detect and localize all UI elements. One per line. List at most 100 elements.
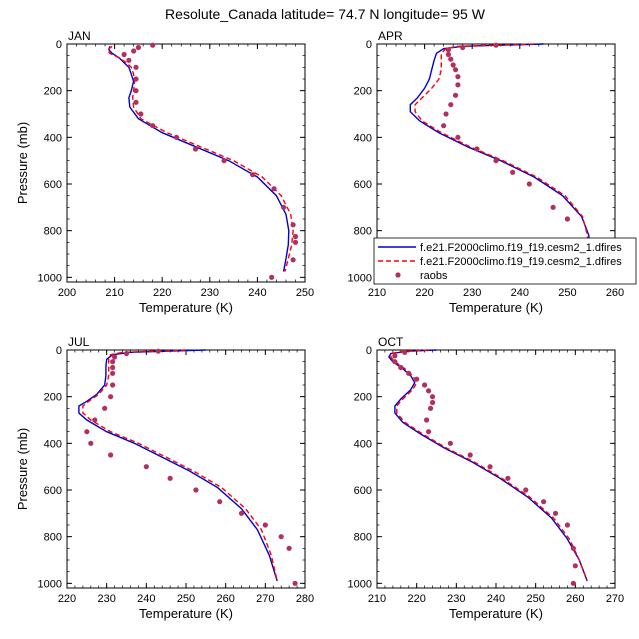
raobs-point [552, 510, 559, 516]
x-tick-label: 260 [216, 593, 234, 605]
raobs-point [133, 64, 139, 70]
y-tick-label: 200 [44, 392, 62, 404]
x-tick-label: 260 [566, 593, 584, 605]
y-tick-label: 1000 [348, 578, 372, 590]
x-tick-label: 240 [511, 287, 529, 299]
x-tick-label: 270 [256, 593, 274, 605]
raobs-point [278, 534, 284, 540]
raobs-point [452, 67, 459, 73]
y-tick-label: 400 [44, 438, 62, 450]
raobs-point [455, 74, 461, 80]
y-tick-label: 600 [354, 485, 372, 497]
raobs-point [292, 580, 298, 586]
raobs-point [564, 216, 571, 222]
raobs-point [192, 146, 199, 152]
raobs-point [448, 102, 454, 108]
raobs-point [493, 158, 499, 164]
raobs-point [541, 499, 547, 505]
raobs-point [443, 111, 449, 117]
raobs-point [467, 452, 473, 458]
raobs-point [447, 440, 453, 446]
raobs-point [526, 181, 532, 187]
x-axis-title: Temperature (K) [449, 300, 543, 315]
raobs-point [292, 233, 299, 240]
x-tick-label: 210 [368, 287, 386, 299]
panel-title: APR [378, 29, 403, 43]
raobs-point [441, 123, 447, 129]
model1-line [388, 349, 588, 582]
raobs-point [523, 487, 529, 493]
raobs-point [135, 44, 141, 51]
x-tick-label: 270 [606, 593, 624, 605]
raobs-point [133, 76, 139, 82]
x-tick-label: 240 [137, 593, 155, 605]
x-tick-label: 250 [526, 593, 544, 605]
panel-jan: 200 210 220 230 240 250 0 200 400 600 800 1000 JAN Te… [15, 29, 314, 315]
y-tick-label: 0 [366, 39, 372, 51]
x-tick-label: 230 [97, 593, 115, 605]
raobs-point [448, 56, 454, 62]
raobs-point [510, 169, 516, 175]
raobs-point [290, 257, 296, 263]
raobs-point [167, 475, 173, 481]
y-axis-title: Pressure (mb) [15, 122, 30, 204]
x-axis-title: Temperature (K) [449, 606, 543, 621]
model2-line [106, 45, 294, 272]
legend-box [373, 237, 637, 285]
raobs-point [217, 499, 223, 505]
x-tick-label: 220 [153, 287, 171, 299]
panel-title: OCT [378, 335, 404, 349]
raobs-point [133, 88, 139, 94]
raobs-point [429, 399, 436, 406]
model2-line [390, 349, 588, 582]
y-tick-label: 1000 [38, 272, 62, 284]
raobs-point [102, 405, 108, 411]
y-tick-label: 400 [354, 438, 372, 450]
x-tick-label: 220 [58, 593, 76, 605]
x-tick-label: 240 [487, 593, 505, 605]
raobs-point [429, 394, 436, 400]
raobs-point [550, 204, 556, 210]
raobs-point [131, 48, 137, 54]
raobs-point [110, 359, 116, 365]
raobs-point [112, 354, 118, 360]
x-tick-label: 250 [558, 287, 576, 299]
x-tick-label: 280 [296, 593, 314, 605]
y-tick-label: 1000 [348, 272, 372, 284]
raobs-point [193, 487, 199, 493]
raobs-point [455, 134, 461, 140]
panel-oct: 210 220 230 240 250 260 270 0 200 400 600 800 1000 OC… [348, 335, 625, 621]
raobs-point [121, 51, 127, 58]
raobs-point [572, 563, 578, 569]
raobs-point [123, 350, 130, 357]
raobs-point [150, 42, 156, 48]
raobs-point [425, 388, 432, 394]
y-tick-label: 800 [354, 226, 372, 238]
raobs-point [427, 405, 434, 411]
raobs-point [110, 364, 116, 371]
y-axis-title: Pressure (mb) [15, 428, 30, 510]
panel-title: JAN [68, 29, 91, 43]
x-tick-label: 240 [248, 287, 266, 299]
legend: f.e21.F2000climo.f19_f19.cesm2_1.dfiresf… [373, 237, 637, 285]
y-tick-label: 200 [354, 392, 372, 404]
raobs-point [398, 364, 404, 371]
raobs-point [155, 348, 161, 354]
raobs-point [173, 134, 180, 140]
raobs-point [392, 359, 398, 365]
plot-frame [66, 43, 306, 283]
y-tick-label: 600 [44, 485, 62, 497]
raobs-point [570, 545, 576, 551]
figure-title: Resolute_Canada latitude= 74.7 N longitu… [165, 6, 486, 22]
raobs-point [84, 429, 90, 435]
raobs-point [474, 146, 480, 152]
x-tick-label: 230 [201, 287, 219, 299]
raobs-point [392, 353, 398, 359]
raobs-point [92, 417, 98, 423]
legend-marker [395, 272, 401, 278]
y-tick-label: 200 [354, 86, 372, 98]
y-tick-label: 0 [366, 345, 372, 357]
panel-jul: 220 230 240 250 260 270 280 0 200 400 600 800 1000 JU… [15, 335, 314, 621]
raobs-point [221, 158, 227, 164]
